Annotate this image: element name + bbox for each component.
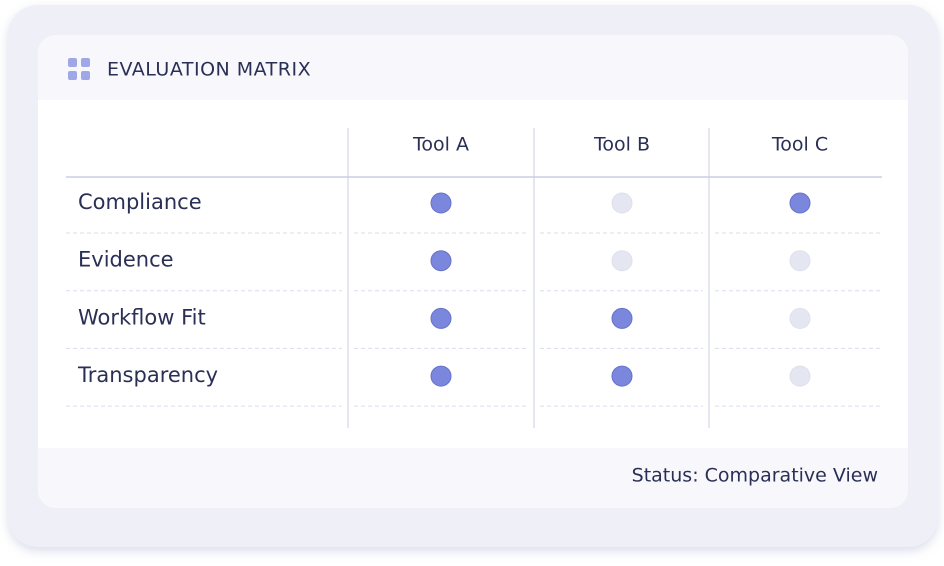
dot-filled [789,192,811,214]
row-label: Workflow Fit [78,305,206,329]
dot-filled [430,250,452,272]
row-label: Transparency [77,363,218,387]
dot-empty [789,365,811,387]
dot-filled [611,307,633,329]
title: EVALUATION MATRIX [107,59,311,81]
dot-empty [611,192,633,214]
column-header: Tool C [771,134,828,156]
row-label: Compliance [78,190,202,214]
dot-filled [611,365,633,387]
footer-band [38,448,908,508]
dot-filled [430,307,452,329]
column-header: Tool A [412,134,469,156]
dot-filled [430,365,452,387]
inner-card [38,35,908,508]
column-header: Tool B [593,134,650,156]
dot-empty [789,250,811,272]
dot-filled [430,192,452,214]
header-band [38,35,908,100]
grid-icon [68,58,90,80]
dot-empty [611,250,633,272]
dot-empty [789,307,811,329]
column-dividers [347,128,710,428]
row-label: Evidence [78,248,174,272]
status: Status: Comparative View [632,465,878,487]
